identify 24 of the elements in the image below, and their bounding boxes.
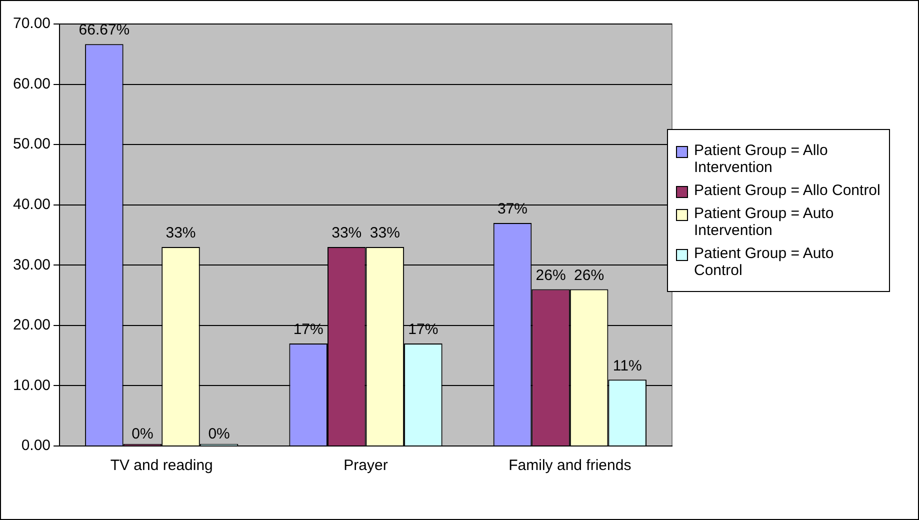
legend-label: Patient Group = Allo Control	[694, 182, 880, 199]
y-tick-label: 0.00	[21, 437, 51, 454]
y-tick-label: 40.00	[12, 196, 51, 213]
y-tick-label: 20.00	[12, 316, 51, 334]
data-label: 33%	[370, 224, 400, 242]
y-tick-label: 30.00	[12, 256, 51, 274]
data-label: 0%	[132, 426, 154, 443]
legend-label: Patient Group = Allo Intervention	[694, 142, 829, 176]
data-label: 0%	[208, 426, 230, 443]
data-label: 26%	[536, 266, 566, 284]
legend-label: Patient Group = Auto Control	[694, 245, 835, 279]
data-label: 33%	[332, 224, 362, 242]
data-label: 66.67%	[78, 22, 130, 39]
data-label: 26%	[574, 266, 604, 284]
y-tick-label: 60.00	[12, 75, 51, 92]
x-tick-label: Prayer	[344, 457, 388, 474]
data-label: 11%	[612, 357, 642, 374]
x-tick-label: Family and friends	[508, 457, 632, 474]
x-tick-label: TV and reading	[110, 457, 213, 474]
y-tick-label: 50.00	[12, 136, 51, 153]
data-label: 33%	[166, 224, 196, 242]
legend-label: Patient Group = Auto Intervention	[694, 205, 835, 239]
y-tick-label: 70.00	[12, 15, 51, 32]
y-tick-label: 10.00	[12, 376, 51, 394]
